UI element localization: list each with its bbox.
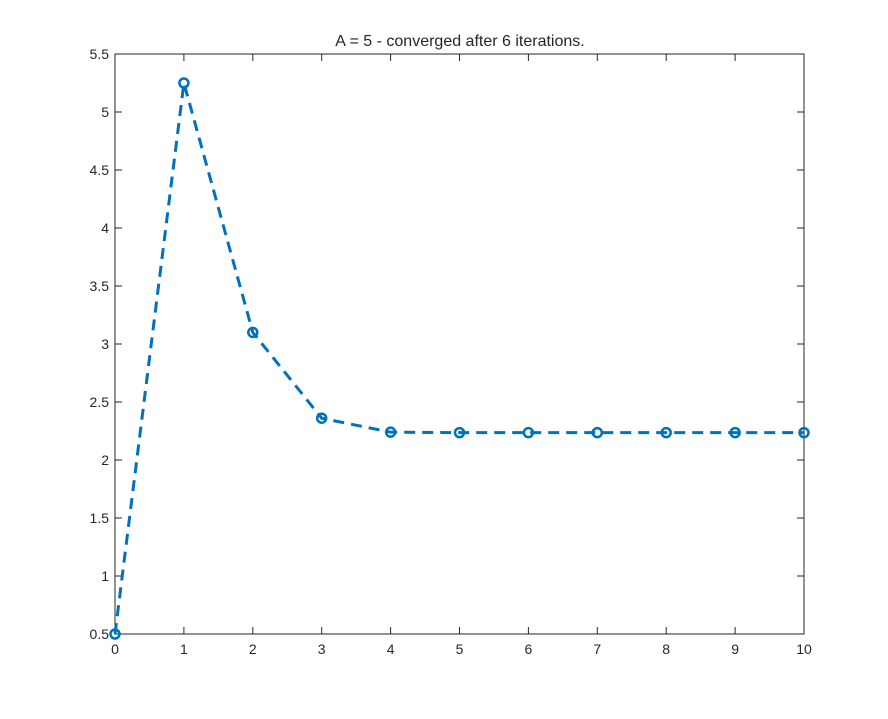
x-tick-label: 1 (180, 641, 188, 657)
x-tick-label: 0 (111, 641, 119, 657)
y-tick-label: 2 (101, 452, 109, 468)
data-point-marker (729, 426, 741, 439)
chart-title: A = 5 - converged after 6 iterations. (335, 33, 584, 50)
data-point-marker (315, 412, 328, 424)
x-tick-label: 10 (796, 641, 812, 657)
x-tick-label: 9 (731, 641, 739, 657)
plot-area: 0 1 2 3 4 5 6 7 8 9 10 0.5 1 1.5 2 2.5 3 3.5 4 4.5 5 5.5 (90, 46, 812, 657)
data-point-marker (384, 426, 397, 438)
x-tick-label: 7 (593, 641, 601, 657)
x-tick-label: 4 (387, 641, 395, 657)
data-point-marker (453, 426, 466, 439)
y-tick-label: 1.5 (90, 510, 110, 526)
x-tick-label: 5 (456, 641, 464, 657)
data-point-marker (109, 628, 121, 640)
data-point-marker (591, 426, 604, 439)
axes-box (114, 53, 805, 635)
data-point-marker (178, 77, 190, 89)
y-tick-label: 2.5 (90, 394, 110, 410)
y-tick-label: 4.5 (90, 162, 110, 178)
data-point-marker (798, 426, 810, 439)
y-tick-label: 3.5 (90, 278, 110, 294)
x-tick-label: 3 (318, 641, 326, 657)
data-point-marker (660, 426, 672, 439)
data-point-marker (522, 426, 535, 439)
series-line (113, 81, 804, 635)
y-tick-label: 5.5 (90, 46, 110, 62)
y-tick-label: 4 (101, 220, 109, 236)
y-tick-label: 0.5 (90, 626, 110, 642)
y-tick-label: 5 (101, 104, 109, 120)
y-tick-label: 3 (101, 336, 109, 352)
x-tick-label: 8 (662, 641, 670, 657)
x-tick-label: 6 (525, 641, 533, 657)
y-tick-label: 1 (101, 568, 109, 584)
data-point-marker (247, 326, 259, 339)
x-tick-label: 2 (249, 641, 257, 657)
